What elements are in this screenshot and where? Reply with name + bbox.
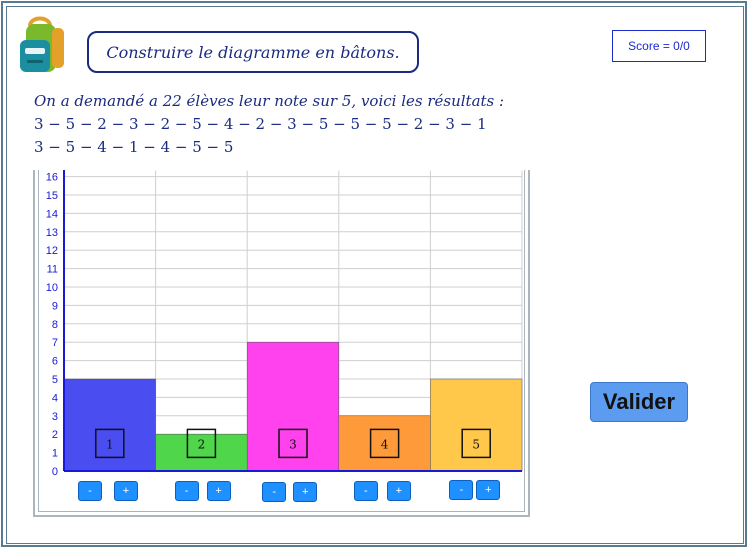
y-tick-label: 2 — [52, 429, 58, 441]
bar-label: 5 — [472, 437, 480, 451]
y-tick-label: 16 — [46, 172, 58, 184]
score-display: Score = 0/0 — [612, 30, 706, 62]
bar-label-box — [369, 428, 400, 459]
validate-button[interactable]: Valider — [590, 382, 688, 422]
bar-label: 2 — [198, 437, 206, 451]
y-tick-label: 4 — [52, 392, 58, 404]
y-tick-label: 5 — [52, 374, 58, 386]
bar-4[interactable] — [338, 415, 431, 472]
increase-bar-2-button[interactable]: + — [206, 481, 231, 501]
increase-bar-3-button[interactable]: + — [293, 482, 318, 502]
decrease-bar-5-button[interactable]: - — [449, 480, 474, 500]
results-line-2: 3 − 5 − 4 − 1 − 4 − 5 − 5 — [34, 138, 234, 156]
increase-bar-1-button[interactable]: + — [114, 481, 138, 501]
y-tick-label: 9 — [52, 300, 58, 312]
question-text: On a demandé a 22 élèves leur note sur 5… — [34, 92, 505, 110]
y-tick-label: 14 — [46, 208, 58, 220]
y-tick-label: 7 — [52, 337, 58, 349]
y-tick-label: 0 — [52, 466, 58, 478]
decrease-bar-2-button[interactable]: - — [174, 481, 199, 501]
y-tick-label: 15 — [46, 190, 58, 202]
school-backpack-icon — [20, 16, 64, 72]
decrease-bar-1-button[interactable]: - — [78, 481, 102, 501]
chart-bars[interactable]: 1 2 3 4 5 — [63, 341, 523, 472]
decrease-bar-4-button[interactable]: - — [353, 481, 378, 501]
bar-5[interactable] — [430, 378, 523, 472]
results-line-1: 3 − 5 − 2 − 3 − 2 − 5 − 4 − 2 − 3 − 5 − … — [34, 115, 487, 133]
bar-label: 3 — [289, 437, 297, 451]
increase-bar-5-button[interactable]: + — [476, 480, 501, 500]
increase-bar-4-button[interactable]: + — [386, 481, 411, 501]
graph-frame-inner — [38, 170, 525, 512]
problem-statement: On a demandé a 22 élèves leur note sur 5… — [34, 90, 594, 159]
y-tick-label: 13 — [46, 227, 58, 239]
y-tick-label: 8 — [52, 319, 58, 331]
bar-label-box — [278, 428, 308, 459]
bar-label-box — [95, 428, 125, 459]
page-title: Construire le diagramme en bâtons. — [87, 31, 419, 73]
inner-frame — [6, 6, 744, 544]
bar-label: 1 — [106, 437, 114, 451]
bar-label-box — [186, 428, 217, 459]
y-tick-label: 6 — [52, 356, 58, 368]
y-tick-label: 12 — [46, 245, 58, 257]
decrease-bar-3-button[interactable]: - — [262, 482, 287, 502]
bar-label-box — [461, 428, 491, 459]
y-tick-label: 11 — [47, 264, 58, 276]
bar-3[interactable] — [246, 341, 340, 472]
bar-label: 4 — [381, 437, 389, 451]
y-tick-label: 3 — [52, 411, 58, 423]
y-tick-label: 10 — [46, 282, 58, 294]
y-tick-label: 1 — [52, 448, 58, 460]
graph-frame — [33, 170, 530, 517]
